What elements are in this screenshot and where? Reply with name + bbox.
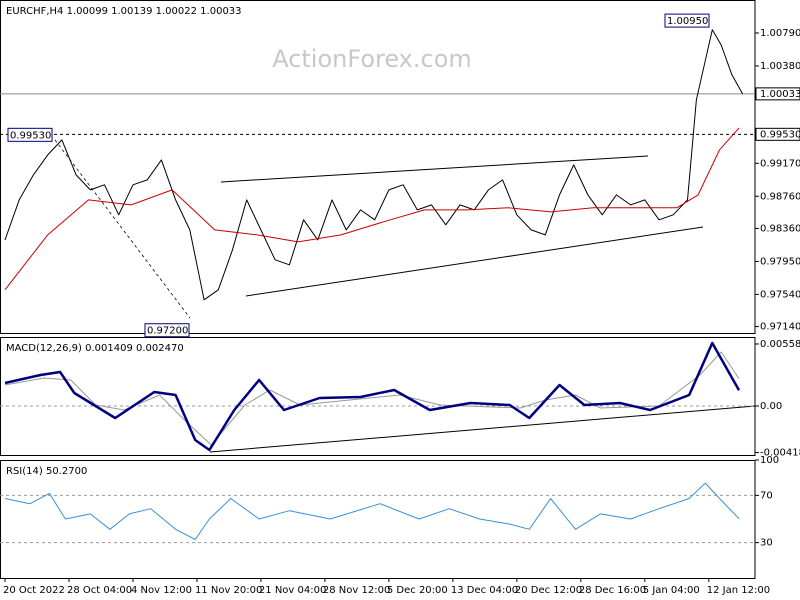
- watermark: ActionForex.com: [272, 45, 472, 73]
- y-tick-label: 0.97950: [760, 256, 800, 267]
- y-tick-label: -0.004188: [760, 448, 800, 459]
- panel-title: MACD(12,26,9) 0.001409 0.002470: [6, 343, 184, 354]
- x-tick-label: 5 Dec 20:00: [387, 585, 448, 596]
- callout-label: 0.97200: [147, 326, 188, 337]
- price-label: 1.00033: [760, 89, 800, 100]
- level-label: 0.99530: [760, 129, 800, 140]
- series-line: [4, 341, 741, 452]
- y-tick-label: 0.00: [760, 401, 782, 412]
- swing-line: [54, 139, 191, 319]
- series-line: [4, 29, 744, 301]
- price-box: [755, 87, 800, 101]
- panel-title: RSI(14) 50.2700: [6, 466, 87, 477]
- channel-lower: [245, 226, 704, 297]
- y-tick-label: 0.99170: [760, 158, 800, 169]
- x-tick-label: 21 Nov 04:00: [259, 585, 326, 596]
- y-tick-label: 0.97140: [760, 322, 800, 333]
- x-tick-label: 20 Oct 2022: [3, 585, 65, 596]
- x-tick-label: 12 Jan 12:00: [707, 585, 770, 596]
- level-box: [755, 127, 800, 141]
- callout-label: 1.00950: [667, 16, 708, 27]
- macd-trend-line: [209, 405, 756, 453]
- channel-upper: [220, 155, 649, 183]
- x-tick-label: 4 Nov 12:00: [131, 585, 192, 596]
- x-tick-label: 20 Dec 12:00: [515, 585, 582, 596]
- callout-box: [7, 127, 53, 142]
- x-tick-label: 28 Oct 04:00: [67, 585, 132, 596]
- x-tick-label: 11 Nov 20:00: [195, 585, 262, 596]
- series-line: [4, 482, 740, 540]
- y-tick-label: 0.98760: [760, 191, 800, 202]
- callout-box: [664, 13, 710, 28]
- x-tick-label: 13 Dec 04:00: [451, 585, 518, 596]
- y-tick-label: 70: [760, 490, 773, 501]
- panel-title: EURCHF,H4 1.00099 1.00139 1.00022 1.0003…: [6, 6, 242, 17]
- callout-label: 0.99530: [10, 130, 51, 141]
- y-tick-label: 1.00380: [760, 61, 800, 72]
- x-tick-label: 28 Dec 16:00: [579, 585, 646, 596]
- callout-box: [144, 323, 190, 338]
- x-tick-label: 5 Jan 04:00: [643, 585, 700, 596]
- series-line: [4, 127, 740, 291]
- panel-frame: [0, 460, 756, 579]
- y-tick-label: 100: [760, 455, 779, 466]
- y-tick-label: 0.98360: [760, 223, 800, 234]
- y-tick-label: 30: [760, 538, 773, 549]
- panel-frame: [0, 337, 756, 456]
- y-tick-label: 1.00790: [760, 28, 800, 39]
- panel-frame: [0, 0, 756, 334]
- y-tick-label: 0.005582: [760, 339, 800, 350]
- x-tick-label: 28 Nov 12:00: [323, 585, 390, 596]
- y-tick-label: 0.97540: [760, 289, 800, 300]
